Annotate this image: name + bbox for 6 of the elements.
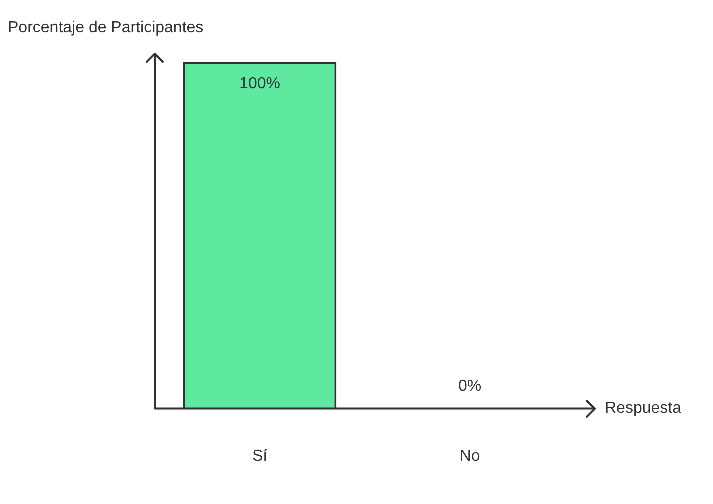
data-label: 0%: [458, 378, 482, 396]
x-tick-label: Sí: [252, 448, 268, 465]
data-label: 100%: [240, 75, 280, 92]
x-axis-title: Respuesta: [605, 400, 682, 418]
x-tick-label: No: [460, 448, 480, 465]
y-axis-title: Porcentaje de Participantes: [8, 19, 204, 36]
